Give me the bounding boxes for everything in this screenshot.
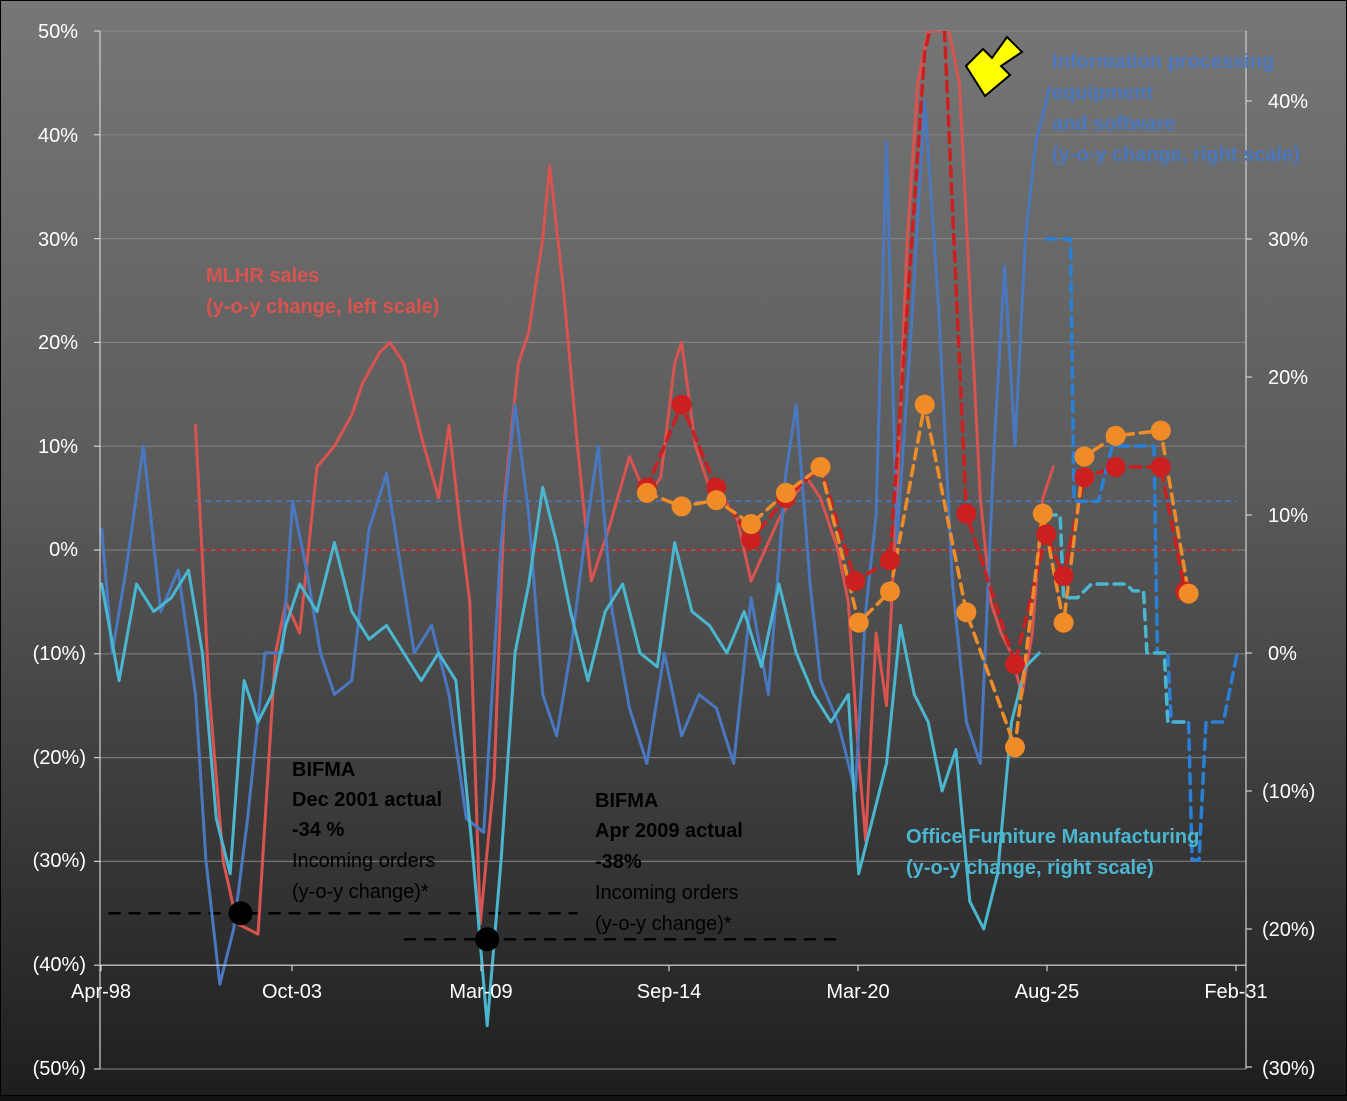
info-label-line: and software bbox=[1052, 113, 1175, 135]
data-point-marker bbox=[1105, 456, 1126, 477]
data-point-marker bbox=[1150, 456, 1171, 477]
bifma-2001-line: -34 % bbox=[292, 819, 344, 841]
data-point-marker bbox=[956, 602, 977, 623]
data-point-marker bbox=[741, 529, 762, 550]
bifma-2009-annotation: BIFMA Apr 2009 actual -38% Incoming orde… bbox=[595, 790, 743, 935]
x-tick: Oct-03 bbox=[262, 981, 322, 1003]
mlhr-series-label: MLHR sales (y-o-y change, left scale) bbox=[206, 265, 439, 318]
office-series-label: Office Furniture Manufacturing (y-o-y ch… bbox=[906, 826, 1199, 879]
mlhr-label-line: MLHR sales bbox=[206, 265, 319, 287]
data-point-marker bbox=[706, 490, 727, 511]
y-right-tick: 40% bbox=[1268, 91, 1308, 113]
x-tick: Apr-98 bbox=[71, 981, 131, 1003]
bifma-2009-line: BIFMA bbox=[595, 790, 658, 812]
info-label-line: Information processing bbox=[1052, 51, 1274, 73]
data-point-marker bbox=[1074, 446, 1095, 467]
data-point-marker bbox=[1105, 425, 1126, 446]
data-point-marker bbox=[741, 514, 762, 535]
x-tick: Mar-20 bbox=[826, 981, 889, 1003]
y-right-tick: 20% bbox=[1268, 367, 1308, 389]
data-point-marker bbox=[1053, 565, 1074, 586]
y-right-tick: 30% bbox=[1268, 229, 1308, 251]
data-point-marker bbox=[1032, 503, 1053, 524]
series-line bbox=[194, 31, 1055, 936]
info-label-line: equipment bbox=[1052, 82, 1153, 104]
bifma-2001-line: BIFMA bbox=[292, 759, 355, 781]
bifma-2001-line: (y-o-y change)* bbox=[292, 881, 429, 903]
x-tick: Feb-31 bbox=[1204, 981, 1267, 1003]
bifma-2009-line: (y-o-y change)* bbox=[595, 913, 732, 935]
data-point-marker bbox=[845, 571, 866, 592]
series-line bbox=[100, 485, 1041, 1028]
axes bbox=[94, 30, 1252, 1070]
info-series-label: Information processing equipment and sof… bbox=[1052, 51, 1300, 166]
y-right-tick-labels: 40% 30% 20% 10% 0% (10%) (20%) (30%) bbox=[1262, 91, 1315, 1080]
bifma-2009-line: -38% bbox=[595, 851, 642, 873]
y-left-tick: 40% bbox=[38, 125, 78, 147]
x-tick: Sep-14 bbox=[637, 981, 702, 1003]
bifma-2001-annotation: BIFMA Dec 2001 actual -34 % Incoming ord… bbox=[292, 759, 442, 903]
y-right-tick: 10% bbox=[1268, 505, 1308, 527]
y-left-tick-labels: 50% 40% 30% 20% 10% 0% (10%) (20%) (30%)… bbox=[33, 21, 86, 1080]
data-point-marker bbox=[810, 456, 831, 477]
yellow-arrow-icon bbox=[964, 35, 1024, 98]
data-point-marker bbox=[636, 482, 657, 503]
data-point-marker bbox=[879, 581, 900, 602]
data-point-marker bbox=[1053, 612, 1074, 633]
y-left-tick: 20% bbox=[38, 332, 78, 354]
data-point-marker bbox=[879, 550, 900, 571]
data-point-marker bbox=[671, 394, 692, 415]
y-left-tick: 50% bbox=[38, 21, 78, 43]
data-point-marker bbox=[475, 927, 500, 952]
bifma-2001-line: Dec 2001 actual bbox=[292, 789, 442, 811]
x-tick: Aug-25 bbox=[1015, 981, 1080, 1003]
y-left-tick: (40%) bbox=[33, 954, 86, 976]
x-tick: Mar-09 bbox=[449, 981, 512, 1003]
data-point-marker bbox=[671, 496, 692, 517]
x-tick-labels: Apr-98 Oct-03 Mar-09 Sep-14 Mar-20 Aug-2… bbox=[71, 981, 1268, 1003]
data-point-marker bbox=[1004, 654, 1025, 675]
bifma-2001-line: Incoming orders bbox=[292, 850, 435, 872]
y-right-tick: 0% bbox=[1268, 643, 1297, 665]
y-left-tick: (30%) bbox=[33, 850, 86, 872]
y-left-tick: (20%) bbox=[33, 747, 86, 769]
y-right-tick: (10%) bbox=[1262, 781, 1315, 803]
data-point-marker bbox=[914, 394, 935, 415]
data-point-marker bbox=[775, 482, 796, 503]
y-right-tick: (20%) bbox=[1262, 919, 1315, 941]
mlhr-label-line: (y-o-y change, left scale) bbox=[206, 296, 439, 318]
y-left-tick: 10% bbox=[38, 436, 78, 458]
data-point-marker bbox=[1074, 467, 1095, 488]
data-point-marker bbox=[1150, 420, 1171, 441]
data-point-marker bbox=[956, 503, 977, 524]
y-right-tick: (30%) bbox=[1262, 1058, 1315, 1080]
y-left-tick: (50%) bbox=[33, 1058, 86, 1080]
y-left-tick: 30% bbox=[38, 229, 78, 251]
bifma-2009-line: Incoming orders bbox=[595, 882, 738, 904]
y-left-tick: 0% bbox=[49, 539, 78, 561]
y-left-tick: (10%) bbox=[33, 643, 86, 665]
office-label-line: (y-o-y change, right scale) bbox=[906, 857, 1154, 879]
bifma-2009-line: Apr 2009 actual bbox=[595, 820, 743, 842]
data-point-marker bbox=[1178, 583, 1199, 604]
data-point-marker bbox=[1036, 524, 1057, 545]
data-point-marker bbox=[228, 901, 253, 926]
data-point-marker bbox=[848, 612, 869, 633]
data-point-marker bbox=[1004, 737, 1025, 758]
office-label-line: Office Furniture Manufacturing bbox=[906, 826, 1199, 848]
info-label-line: (y-o-y change, right scale) bbox=[1052, 144, 1300, 166]
series-line bbox=[1044, 513, 1191, 724]
series-line bbox=[100, 85, 1052, 986]
series-markers bbox=[228, 394, 1199, 952]
